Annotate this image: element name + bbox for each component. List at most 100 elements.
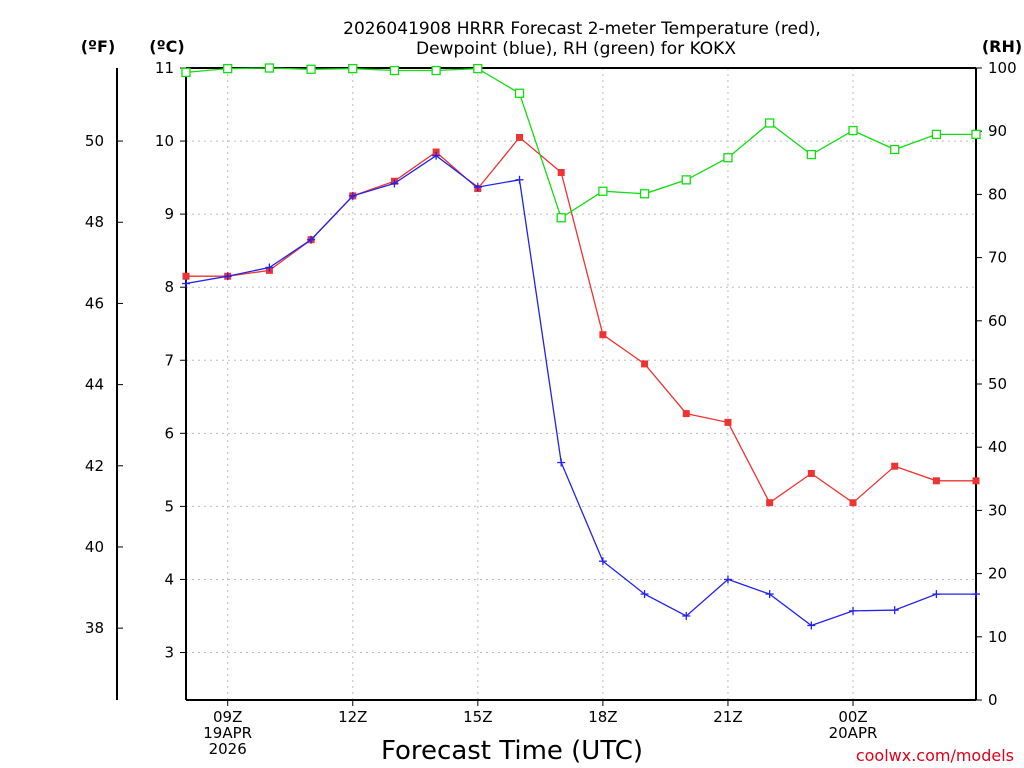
- dewpoint-point: [390, 179, 399, 188]
- temperature-point: [516, 133, 524, 141]
- tick-label-celsius: 8: [164, 278, 174, 296]
- unit-label-rh: (RH): [982, 37, 1022, 56]
- temperature-point: [182, 272, 190, 280]
- dewpoint-point: [807, 621, 816, 630]
- tick-label-x: 12Z: [338, 708, 367, 726]
- dewpoint-point: [265, 263, 274, 272]
- series-temperature: [182, 133, 980, 507]
- tick-label-x: 2026: [209, 740, 247, 758]
- tick-label-x: 00Z: [838, 708, 867, 726]
- dewpoint-point: [765, 590, 774, 599]
- rh-point: [264, 63, 275, 73]
- rh-point: [556, 213, 566, 223]
- tick-label-fahrenheit: 48: [85, 213, 104, 231]
- tick-label-x: 19APR: [203, 724, 252, 742]
- rh-line: [185, 67, 976, 219]
- tick-label-x: 15Z: [463, 708, 492, 726]
- x-axis-label: Forecast Time (UTC): [381, 736, 643, 766]
- tick-label-rh: 80: [988, 185, 1007, 203]
- rh-point: [306, 64, 316, 74]
- temperature-point: [891, 462, 899, 470]
- temperature-point: [682, 410, 690, 418]
- dewpoint-point: [182, 279, 190, 288]
- temperature-point: [807, 470, 815, 478]
- rh-point: [181, 67, 191, 78]
- temperature-point: [724, 418, 732, 426]
- unit-label-fahrenheit: (ºF): [81, 37, 116, 56]
- rh-point: [514, 88, 525, 98]
- rh-point: [848, 125, 858, 136]
- tick-label-fahrenheit: 50: [85, 132, 104, 150]
- dewpoint-point: [348, 191, 357, 200]
- series-layer: [181, 63, 981, 630]
- dewpoint-point: [557, 458, 566, 467]
- chart-title-line1: 2026041908 HRRR Forecast 2-meter Tempera…: [343, 19, 821, 39]
- dewpoint-line: [185, 154, 976, 627]
- unit-label-celsius: (ºC): [149, 37, 184, 56]
- rh-point: [681, 175, 691, 185]
- credit-label: coolwx.com/models: [856, 746, 1014, 765]
- tick-label-fahrenheit: 38: [85, 619, 104, 637]
- temperature-point: [766, 499, 774, 507]
- series-dewpoint: [182, 151, 980, 630]
- rh-point: [971, 129, 981, 140]
- tick-label-celsius: 4: [164, 570, 174, 588]
- temperature-line: [186, 136, 976, 504]
- rh-point: [473, 63, 483, 74]
- dewpoint-point: [515, 175, 524, 184]
- tick-label-rh: 0: [988, 691, 998, 709]
- dewpoint-point: [598, 557, 607, 566]
- tick-label-rh: 30: [988, 501, 1007, 519]
- tick-label-x: 09Z: [213, 708, 242, 726]
- tick-label-fahrenheit: 42: [85, 457, 104, 475]
- temperature-point: [641, 360, 649, 368]
- tick-label-rh: 50: [988, 375, 1007, 393]
- temperature-point: [849, 499, 857, 507]
- temperature-point: [972, 477, 980, 485]
- tick-label-rh: 40: [988, 438, 1007, 456]
- rh-point: [389, 65, 400, 76]
- dewpoint-point: [432, 151, 441, 160]
- dewpoint-point: [932, 590, 941, 599]
- rh-point: [890, 144, 900, 155]
- dewpoint-point: [972, 590, 980, 599]
- dewpoint-point: [723, 575, 732, 584]
- tick-label-rh: 20: [988, 565, 1007, 583]
- dewpoint-point: [223, 272, 232, 281]
- rh-point: [639, 189, 650, 199]
- rh-point: [348, 63, 358, 74]
- dewpoint-point: [890, 606, 899, 615]
- rh-point: [723, 153, 733, 163]
- tick-label-celsius: 3: [164, 644, 174, 662]
- tick-label-rh: 60: [988, 312, 1007, 330]
- dewpoint-point: [849, 606, 858, 615]
- tick-label-celsius: 7: [164, 351, 174, 369]
- tick-label-x: 21Z: [713, 708, 742, 726]
- tick-label-fahrenheit: 46: [85, 294, 104, 312]
- temperature-point: [932, 477, 940, 485]
- dewpoint-point: [307, 235, 316, 244]
- dewpoint-point: [682, 611, 691, 620]
- axis-ticks: 3 4 5 6 7 8 9 10 11 38 40 42 44 46 48 50 0 10 20 30 40 50 60 70…: [85, 59, 1017, 758]
- tick-label-celsius: 6: [164, 424, 174, 442]
- gridlines: [186, 67, 976, 700]
- temperature-point: [557, 168, 565, 176]
- rh-point: [431, 65, 441, 76]
- rh-point: [931, 129, 942, 140]
- tick-label-rh: 70: [988, 249, 1007, 267]
- tick-label-x: 20APR: [829, 724, 878, 742]
- rh-point: [806, 149, 816, 160]
- tick-label-fahrenheit: 44: [85, 376, 104, 394]
- tick-label-x: 18Z: [588, 708, 617, 726]
- series-rh: [181, 63, 981, 223]
- tick-label-rh: 90: [988, 122, 1007, 140]
- tick-label-rh: 10: [988, 628, 1007, 646]
- rh-point: [223, 63, 233, 74]
- tick-label-rh: 100: [988, 59, 1017, 77]
- rh-point: [764, 118, 775, 128]
- tick-label-fahrenheit: 40: [85, 538, 104, 556]
- temperature-point: [599, 331, 607, 339]
- tick-label-celsius: 11: [155, 59, 174, 77]
- rh-point: [598, 186, 608, 196]
